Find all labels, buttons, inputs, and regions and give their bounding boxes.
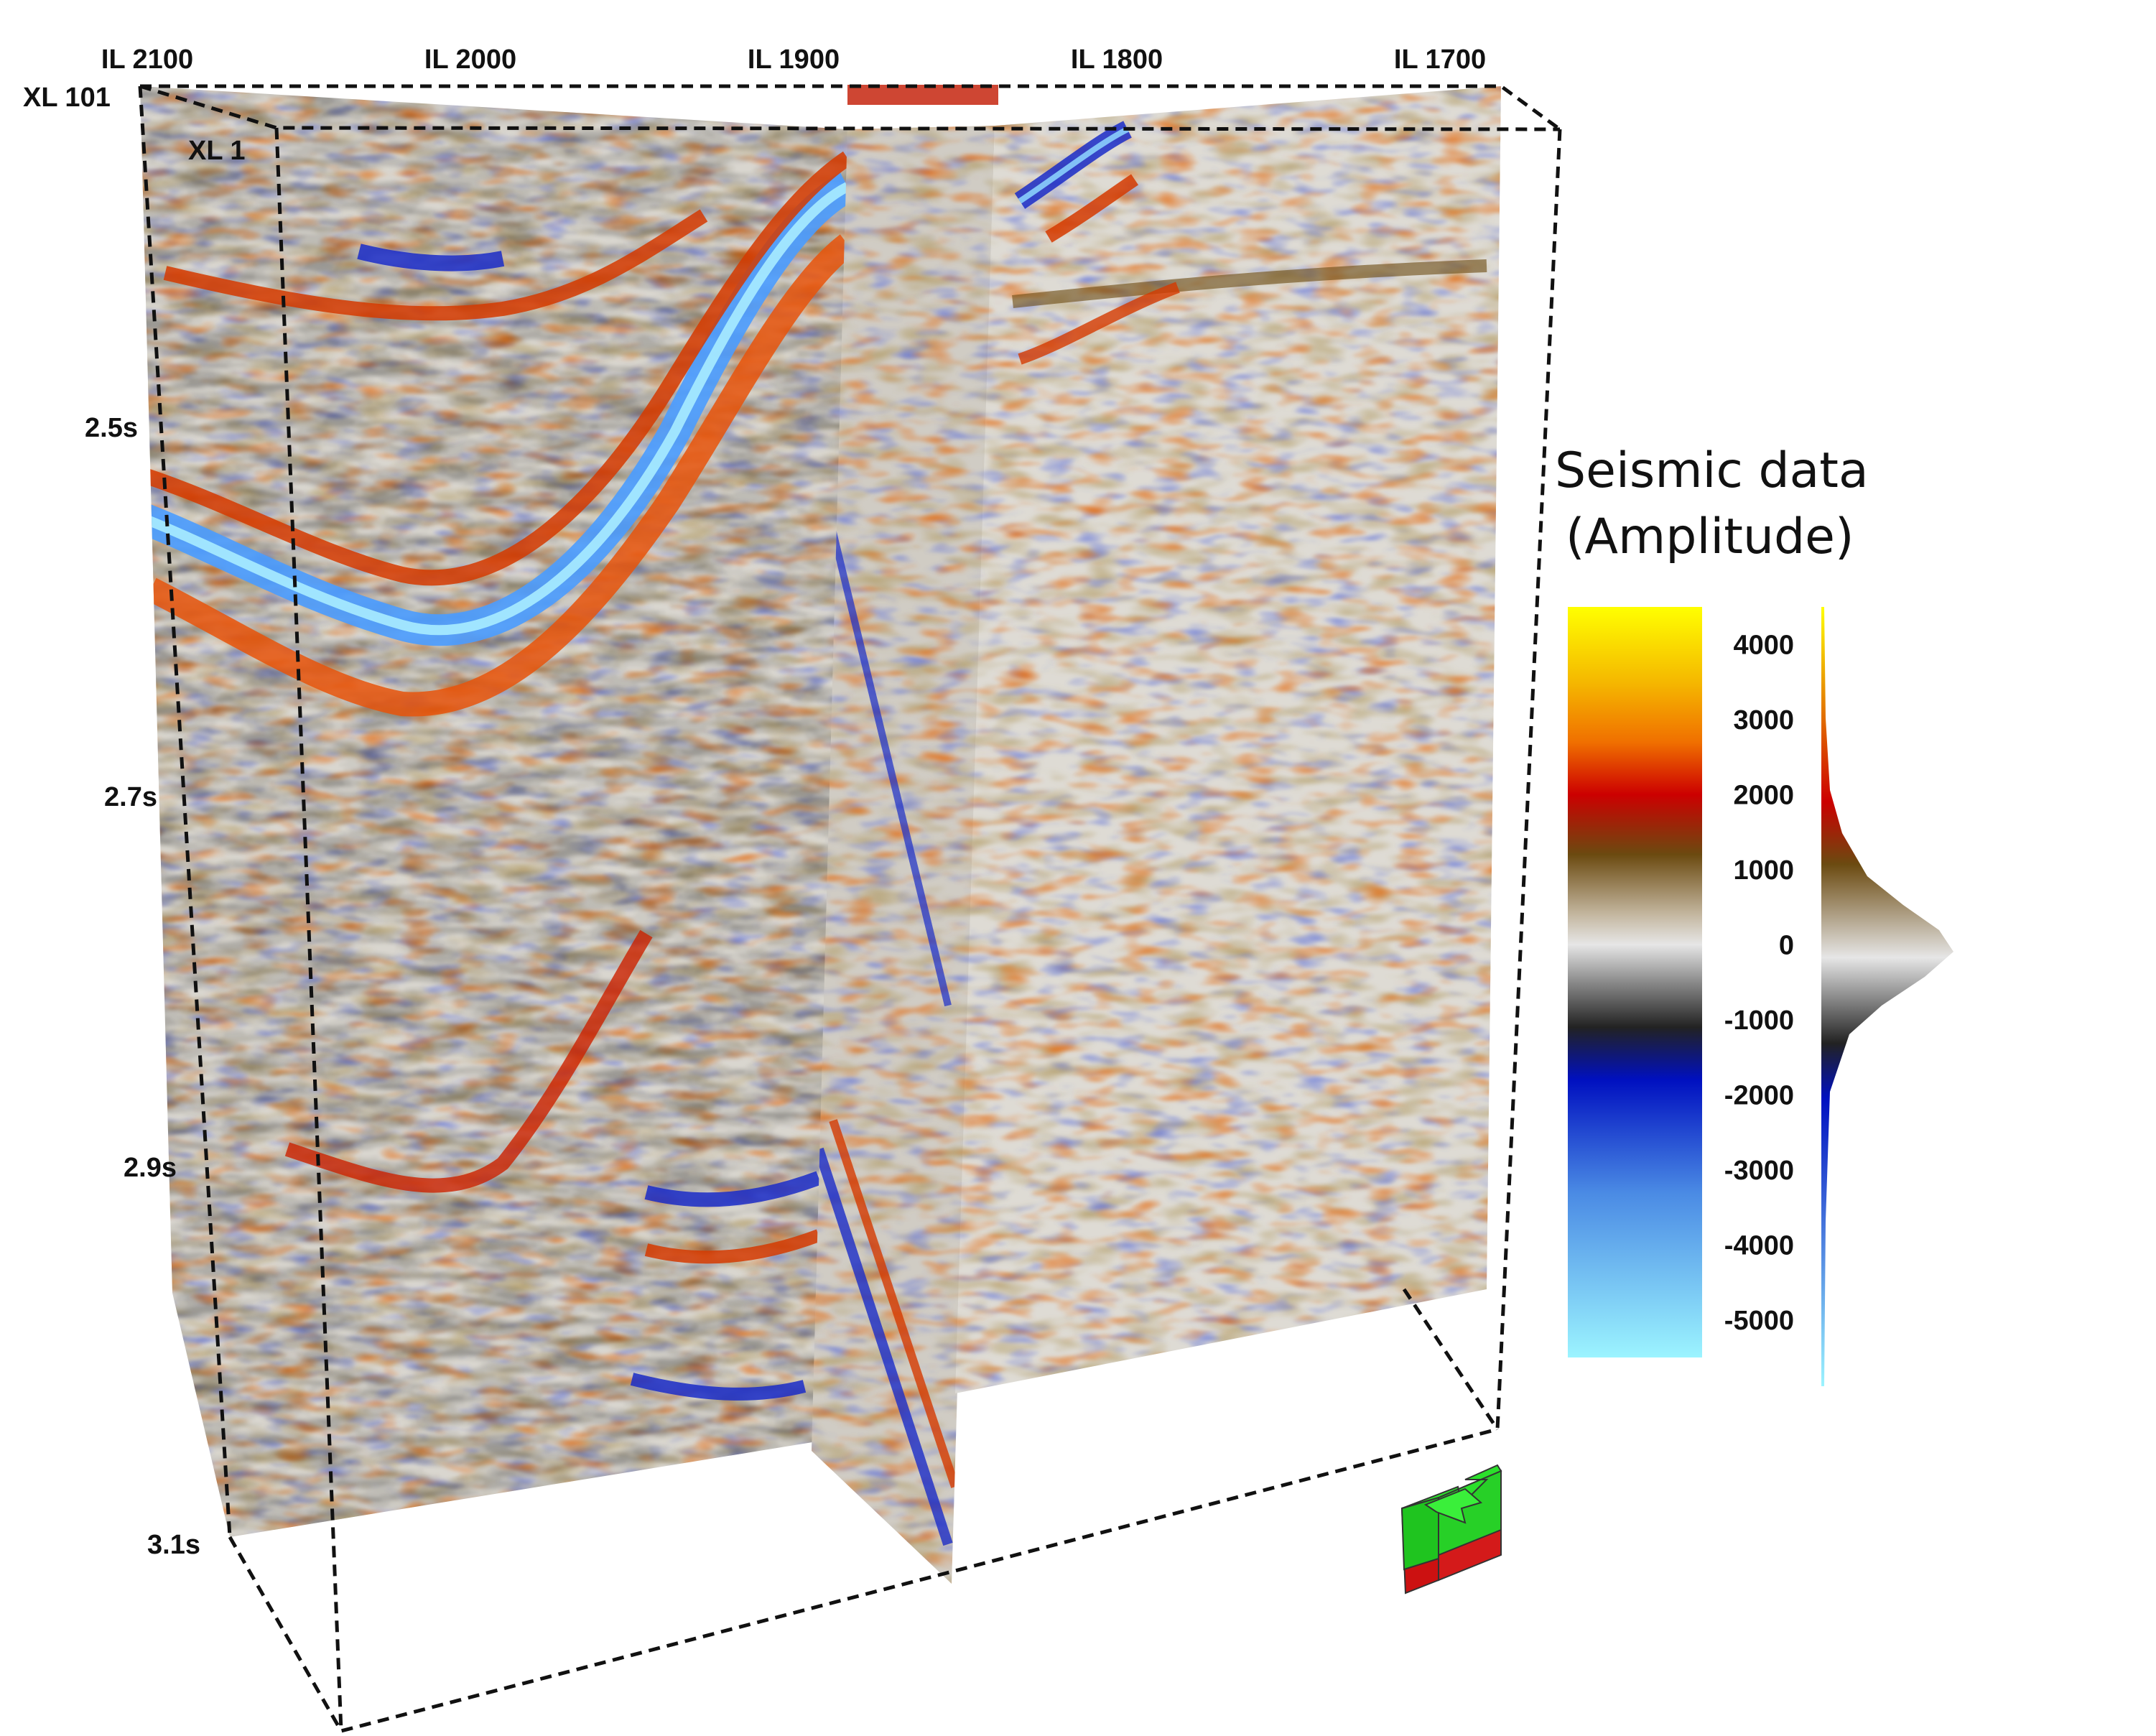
legend-tick-label: 4000 [1733,630,1794,660]
time-label: 2.9s [124,1153,177,1183]
legend-tick-label: -1000 [1724,1006,1794,1036]
seismic-panel-right [955,86,1501,1393]
legend-subtitle: (Amplitude) [1566,509,1854,565]
legend-ticks: 4000 3000 2000 1000 0 -1000 -2000 -3000 -4000 -50… [1724,630,1794,1336]
time-labels: 2.5s 2.7s 2.9s 3.1s [85,413,200,1560]
inline-label: IL 2100 [101,45,193,75]
legend-tick-label: 3000 [1733,705,1794,735]
inline-labels: IL 2100 IL 2000 IL 1900 IL 1800 IL 1700 [101,45,1486,75]
inline-label: IL 1700 [1394,45,1486,75]
color-bar [1568,607,1702,1357]
legend-tick-label: 1000 [1733,855,1794,886]
crossline-label: XL 1 [188,136,246,166]
seismic-panel-left [140,86,847,1537]
inline-label: IL 2000 [424,45,516,75]
bounding-box [138,84,1562,1733]
top-slice-strip [847,85,998,105]
legend-title: Seismic data [1555,442,1869,499]
inline-label: IL 1800 [1071,45,1163,75]
legend-tick-label: -4000 [1724,1230,1794,1261]
legend-tick-label: -2000 [1724,1080,1794,1110]
legend-tick-label: -3000 [1724,1156,1794,1186]
time-label: 2.7s [104,782,157,812]
seismic-panel-crossline [812,126,995,1584]
time-label: 2.5s [85,413,138,443]
legend-tick-label: -5000 [1724,1306,1794,1336]
legend-tick-label: 2000 [1733,780,1794,810]
time-label: 3.1s [147,1530,200,1560]
crossline-label: XL 101 [23,83,111,113]
amplitude-histogram [1821,607,1953,1386]
legend: Seismic data (Amplitude) 4000 3000 2000 100… [1555,442,1953,1386]
legend-tick-label: 0 [1779,930,1794,960]
orientation-cube-icon [1400,1464,1502,1595]
inline-label: IL 1900 [748,45,840,75]
